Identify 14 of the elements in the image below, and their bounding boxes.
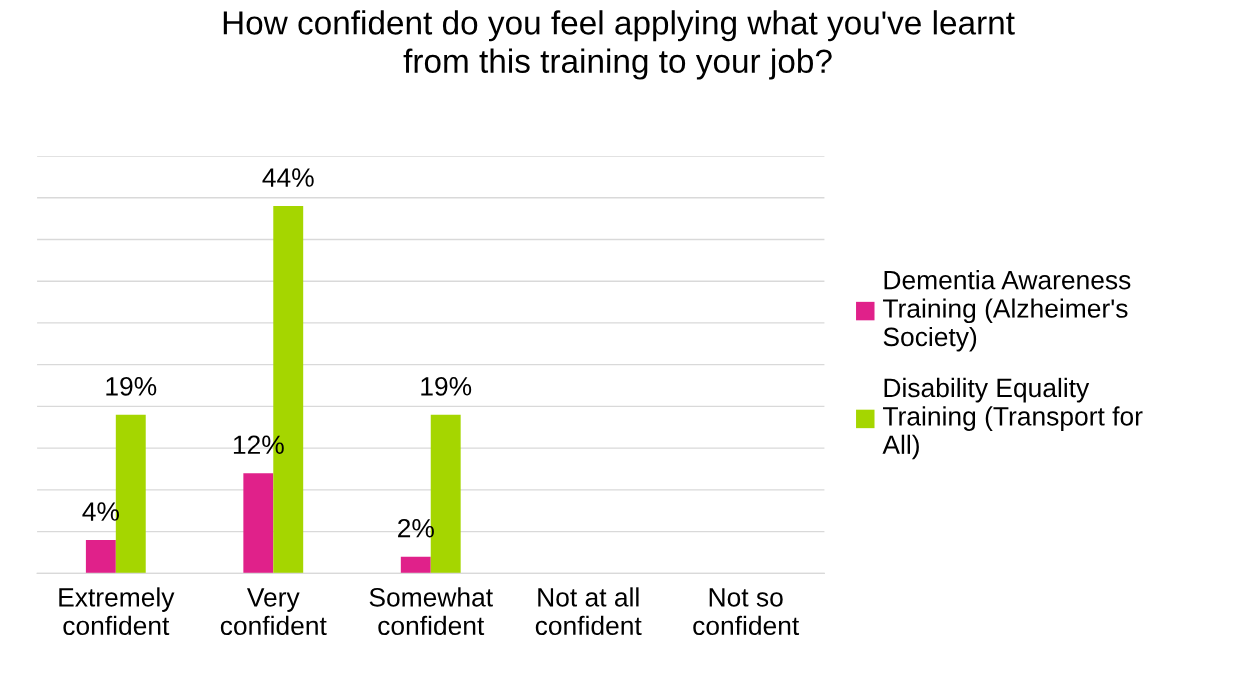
data-label: 19% (106, 376, 157, 396)
bar (243, 473, 274, 574)
x-tick-label: Very confident (220, 588, 327, 636)
x-tick-label: Somewhat confident (369, 587, 493, 636)
legend-label: Disability Equality Training (Transport for All) (882, 377, 1143, 460)
data-label: 19% (421, 376, 472, 396)
data-label: 44% (262, 168, 314, 187)
bar (400, 556, 431, 574)
x-tick-label: Not so confident (693, 588, 800, 636)
bar (85, 540, 116, 574)
x-tick-label: Not at all confident (535, 587, 642, 636)
chart-title: How confident do you feel applying what you've learnt from this training to your job? (223, 10, 1015, 80)
legend-label: Dementia Awareness Training (Alzheimer's Society) (883, 270, 1131, 352)
x-tick-label: Extremely confident (59, 587, 175, 636)
